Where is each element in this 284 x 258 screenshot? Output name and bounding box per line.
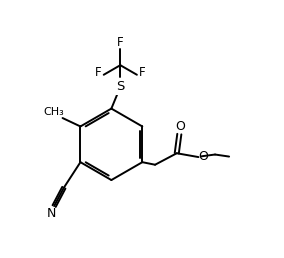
Text: O: O <box>198 150 208 163</box>
Text: F: F <box>95 66 101 79</box>
Text: N: N <box>46 207 56 220</box>
Text: O: O <box>176 120 185 133</box>
Text: F: F <box>139 66 146 79</box>
Text: S: S <box>116 80 124 93</box>
Text: F: F <box>117 36 124 49</box>
Text: CH₃: CH₃ <box>44 107 64 117</box>
